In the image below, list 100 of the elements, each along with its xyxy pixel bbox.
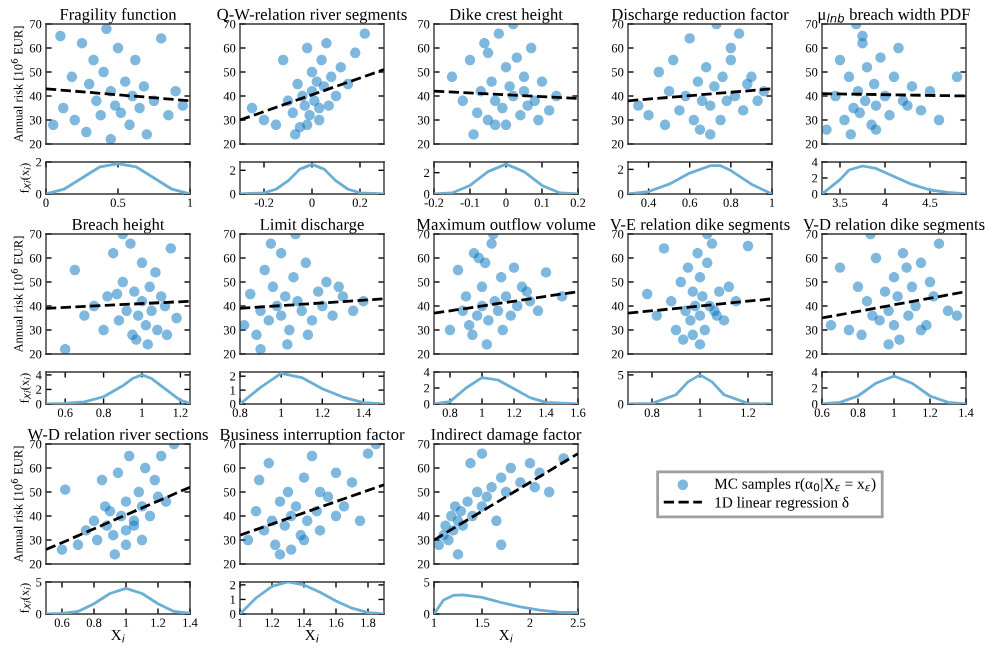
point <box>472 107 483 118</box>
point <box>906 81 918 92</box>
point <box>725 54 737 66</box>
point <box>265 238 277 249</box>
point <box>476 281 488 292</box>
point <box>359 28 370 39</box>
point <box>134 102 145 114</box>
point <box>69 264 80 276</box>
point <box>452 264 464 276</box>
point <box>733 28 745 39</box>
point <box>117 276 128 288</box>
point <box>327 310 338 321</box>
point <box>497 102 508 114</box>
point <box>161 329 173 340</box>
line-series <box>46 373 190 404</box>
point <box>497 324 508 336</box>
point <box>752 95 763 106</box>
point <box>58 102 69 114</box>
point <box>98 324 109 336</box>
point <box>684 33 695 44</box>
point <box>888 320 900 331</box>
point <box>255 344 266 354</box>
point <box>897 248 909 259</box>
point <box>883 305 894 316</box>
point <box>112 42 124 54</box>
point <box>270 539 281 550</box>
point <box>354 515 366 526</box>
point <box>306 450 318 462</box>
line-series <box>240 162 384 194</box>
point <box>942 305 954 316</box>
point <box>177 100 188 111</box>
point <box>687 286 698 297</box>
chart-title: Breach height <box>71 218 165 234</box>
point <box>246 102 258 114</box>
point <box>129 286 140 297</box>
point <box>443 534 454 546</box>
point <box>131 334 142 345</box>
point <box>464 320 475 331</box>
point <box>490 95 501 106</box>
point <box>121 305 132 316</box>
point <box>933 238 945 249</box>
point <box>861 296 873 307</box>
point <box>306 315 318 326</box>
point <box>142 339 153 350</box>
point <box>274 496 286 507</box>
point <box>651 310 662 321</box>
chart-title: Maximum outflow volume <box>416 218 596 230</box>
point <box>861 62 873 73</box>
chart-title: Limit discharge <box>260 218 364 234</box>
point <box>825 320 837 331</box>
line-series <box>822 374 966 404</box>
point <box>270 119 282 130</box>
point <box>496 472 507 483</box>
point <box>444 324 456 336</box>
point <box>633 100 644 111</box>
point <box>512 300 523 312</box>
point <box>321 38 332 49</box>
line-series <box>434 376 578 404</box>
point <box>96 474 108 486</box>
point <box>822 124 832 135</box>
point <box>279 520 290 531</box>
point <box>529 95 540 106</box>
point <box>473 252 484 264</box>
point <box>254 474 265 486</box>
chart-title: Dike crest height <box>449 8 563 24</box>
point <box>915 257 927 268</box>
point <box>496 539 507 550</box>
point <box>496 272 507 283</box>
point <box>434 539 444 550</box>
point <box>854 107 865 118</box>
chart-title: W-D relation river sections <box>27 428 208 441</box>
point <box>263 315 274 326</box>
point <box>302 42 313 54</box>
point <box>100 501 111 512</box>
point <box>717 71 728 82</box>
chart-title: μ$_{lnb}$ breach width PDF <box>818 8 970 24</box>
point <box>108 530 119 541</box>
point <box>84 78 95 90</box>
point <box>839 114 850 126</box>
point <box>526 42 537 54</box>
point <box>335 62 346 73</box>
point <box>696 95 708 106</box>
point <box>120 525 132 536</box>
point <box>113 315 125 326</box>
point <box>120 496 132 507</box>
point <box>888 71 900 82</box>
point <box>275 310 287 321</box>
point <box>915 324 927 336</box>
point <box>462 496 473 507</box>
point <box>314 486 326 498</box>
point <box>362 448 374 459</box>
point <box>857 30 868 42</box>
point <box>280 291 291 302</box>
point <box>240 320 250 331</box>
point <box>888 272 900 283</box>
point <box>486 76 497 87</box>
chart-title: Q-W-relation river segments <box>217 8 407 24</box>
point <box>500 62 512 73</box>
point <box>322 491 334 502</box>
point <box>88 515 100 526</box>
